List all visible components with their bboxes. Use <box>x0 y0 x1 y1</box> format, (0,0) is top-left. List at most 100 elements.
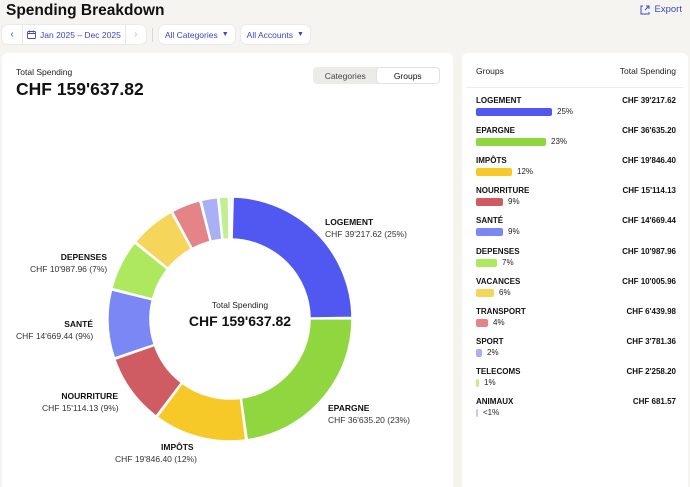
group-percent: 25% <box>557 107 574 116</box>
group-name: TRANSPORT <box>476 306 526 316</box>
group-amount: CHF 6'439.98 <box>626 306 676 316</box>
export-button[interactable]: Export <box>640 4 682 15</box>
group-percent: 1% <box>484 377 496 387</box>
group-percent: 12% <box>517 167 534 177</box>
group-share-bar <box>476 108 552 116</box>
group-percent: 2% <box>487 347 499 357</box>
chart-label-detail: CHF 10'987.96 (7%) <box>30 264 108 274</box>
group-share-bar <box>476 378 479 387</box>
groups-card: Groups Total Spending LOGEMENT CHF 39'217… <box>462 53 688 487</box>
chart-label-detail: CHF 19'846.40 (12%) <box>115 454 197 464</box>
group-name: SPORT <box>476 336 504 346</box>
group-name: IMPÔTS <box>476 156 507 166</box>
group-amount: CHF 15'114.13 <box>622 186 677 196</box>
group-percent: 6% <box>499 287 511 297</box>
group-share-bar <box>476 409 478 417</box>
chart-label-name: SANTÉ <box>64 319 93 329</box>
chart-label-depenses: DEPENSES CHF 10'987.96 (7%) <box>30 251 107 275</box>
next-period-button[interactable]: › <box>126 25 146 44</box>
group-percent: 4% <box>493 317 505 327</box>
chevron-left-icon: ‹ <box>10 29 14 40</box>
chart-label-impots: IMPÔTS CHF 19'846.40 (12%) <box>115 441 197 465</box>
donut-chart <box>107 196 353 442</box>
chart-label-epargne: EPARGNE CHF 36'635.20 (23%) <box>328 402 410 426</box>
table-row[interactable]: DEPENSES CHF 10'987.96 7% <box>462 247 688 277</box>
donut-slice-logement[interactable] <box>231 196 353 319</box>
group-amount: CHF 36'635.20 <box>622 126 676 136</box>
donut-slice-epargne[interactable] <box>240 318 353 441</box>
group-amount: CHF 10'987.96 <box>622 246 676 256</box>
group-name: EPARGNE <box>476 126 515 136</box>
group-share-bar <box>476 258 497 267</box>
filter-bar: ‹ Jan 2025 – Dec 2025 › All Categories ▼… <box>2 25 310 44</box>
group-amount: CHF 14'669.44 <box>622 216 676 226</box>
chart-label-sante: SANTÉ CHF 14'669.44 (9%) <box>16 318 93 342</box>
total-spending-header: Total Spending <box>619 66 676 76</box>
table-row[interactable]: LOGEMENT CHF 39'217.62 25% <box>462 96 688 126</box>
table-divider <box>466 87 684 88</box>
table-row[interactable]: IMPÔTS CHF 19'846.40 12% <box>462 156 688 186</box>
table-row[interactable]: SPORT CHF 3'781.36 2% <box>462 337 688 367</box>
toggle-categories[interactable]: Categories <box>324 70 366 81</box>
group-name: ANIMAUX <box>476 397 514 406</box>
accounts-dropdown-label: All Accounts <box>246 29 293 40</box>
donut-slice-vacances[interactable] <box>134 211 193 270</box>
table-row[interactable]: VACANCES CHF 10'005.96 6% <box>462 277 688 307</box>
categories-dropdown-label: All Categories <box>164 29 218 40</box>
donut-slice-telecoms[interactable] <box>218 196 230 241</box>
donut-slice-impôts[interactable] <box>156 382 247 442</box>
total-spending-value: CHF 159'637.82 <box>16 79 144 99</box>
group-name: DEPENSES <box>476 246 520 256</box>
chart-label-nourriture: NOURRITURE CHF 15'114.13 (9%) <box>42 390 119 414</box>
table-row[interactable]: TRANSPORT CHF 6'439.98 4% <box>462 307 688 337</box>
table-row[interactable]: EPARGNE CHF 36'635.20 23% <box>462 126 688 156</box>
table-row[interactable]: NOURRITURE CHF 15'114.13 9% <box>462 186 688 216</box>
chart-label-name: NOURRITURE <box>61 391 118 401</box>
date-range-picker: ‹ Jan 2025 – Dec 2025 › <box>2 25 146 44</box>
caret-down-icon: ▼ <box>221 31 229 38</box>
prev-period-button[interactable]: ‹ <box>2 25 22 44</box>
page-title: Spending Breakdown <box>6 2 165 19</box>
donut-slice-animaux[interactable] <box>229 196 233 240</box>
group-share-bar <box>476 288 494 297</box>
donut-slice-transport[interactable] <box>171 200 211 250</box>
group-percent: 23% <box>551 137 568 147</box>
chart-center-value: CHF 159'637.82 <box>188 313 292 329</box>
group-amount: CHF 681.57 <box>632 397 676 406</box>
group-percent: 7% <box>502 257 514 267</box>
group-amount: CHF 19'846.40 <box>622 156 676 166</box>
group-name: NOURRITURE <box>476 186 530 196</box>
group-share-bar <box>476 138 546 147</box>
donut-slice-depenses[interactable] <box>111 242 169 300</box>
chart-label-logement: LOGEMENT CHF 39'217.62 (25%) <box>325 216 407 240</box>
categories-dropdown[interactable]: All Categories ▼ <box>158 25 235 44</box>
accounts-dropdown[interactable]: All Accounts ▼ <box>240 25 310 44</box>
group-amount: CHF 2'258.20 <box>626 366 676 376</box>
date-range-label: Jan 2025 – Dec 2025 <box>40 29 121 40</box>
table-row[interactable]: SANTÉ CHF 14'669.44 9% <box>462 216 688 246</box>
chart-label-name: DEPENSES <box>60 252 107 262</box>
group-amount: CHF 10'005.96 <box>622 276 676 286</box>
group-share-bar <box>476 228 503 237</box>
chart-label-detail: CHF 36'635.20 (23%) <box>328 415 410 425</box>
chart-label-detail: CHF 39'217.62 (25%) <box>325 229 407 239</box>
group-percent: 9% <box>508 227 520 237</box>
group-name: SANTÉ <box>476 216 504 226</box>
chart-center-label: Total Spending <box>211 300 269 310</box>
group-name: VACANCES <box>476 276 521 286</box>
group-share-bar <box>476 318 488 327</box>
donut-slice-santé[interactable] <box>107 289 155 359</box>
export-label: Export <box>654 4 682 15</box>
date-range-button[interactable]: Jan 2025 – Dec 2025 <box>22 25 126 44</box>
chart-label-detail: CHF 14'669.44 (9%) <box>16 331 94 341</box>
donut-slice-sport[interactable] <box>200 196 223 243</box>
calendar-icon <box>27 30 36 39</box>
filter-divider <box>151 27 153 42</box>
table-row[interactable]: TELECOMS CHF 2'258.20 1% <box>462 367 688 397</box>
group-amount: CHF 3'781.36 <box>626 336 676 346</box>
groups-header: Groups <box>476 66 504 76</box>
donut-slice-nourriture[interactable] <box>114 344 183 417</box>
group-share-bar <box>476 168 512 177</box>
table-row[interactable]: ANIMAUX CHF 681.57 <1% <box>462 397 688 427</box>
toggle-groups[interactable]: Groups <box>376 68 439 83</box>
